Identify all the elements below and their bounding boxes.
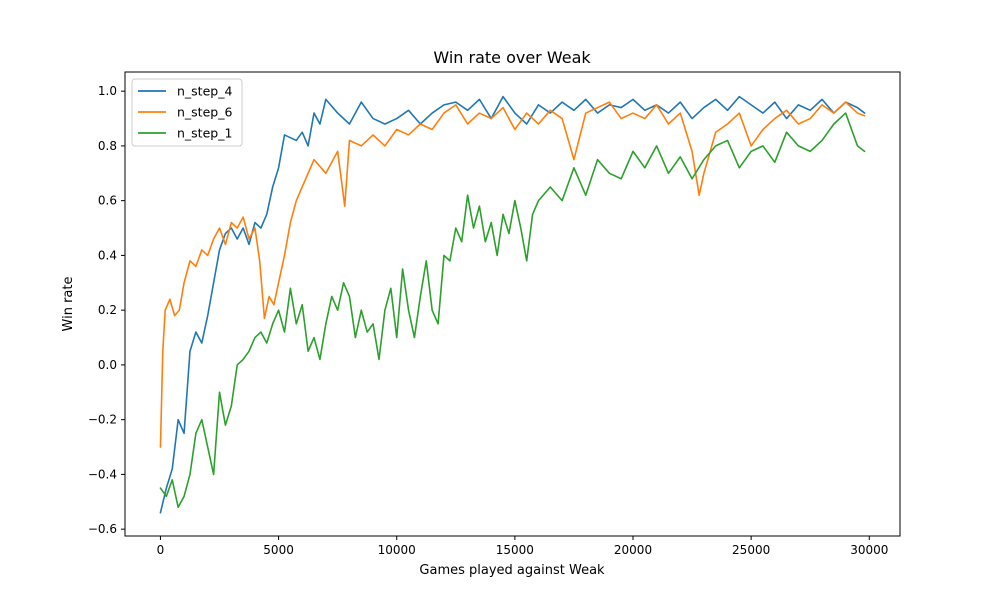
chart-title: Win rate over Weak <box>433 48 591 67</box>
x-axis-label: Games played against Weak <box>419 563 605 578</box>
y-tick-label: 0.8 <box>98 139 117 153</box>
y-tick-label: −0.2 <box>88 413 117 427</box>
x-tick-label: 0 <box>157 543 165 557</box>
y-tick-label: 0.4 <box>98 248 117 262</box>
legend: n_step_4 n_step_6 n_step_1 <box>131 78 243 147</box>
legend-label-n_step_4: n_step_4 <box>177 84 232 99</box>
y-tick-label: −0.6 <box>88 522 117 536</box>
y-tick-label: 0.0 <box>98 358 117 372</box>
legend-box <box>131 78 243 147</box>
x-tick-label: 10000 <box>378 543 416 557</box>
plot-frame <box>124 71 901 537</box>
y-tick-label: −0.4 <box>88 467 117 481</box>
y-axis-label: Win rate <box>61 277 76 332</box>
y-axis: −0.6 −0.4 −0.2 0.0 0.2 0.4 0.6 0.8 1.0 <box>88 84 125 536</box>
y-tick-label: 1.0 <box>98 84 117 98</box>
x-tick-label: 25000 <box>732 543 770 557</box>
legend-label-n_step_6: n_step_6 <box>177 105 232 120</box>
series-line-n_step_4 <box>159 95 866 514</box>
plot-series <box>159 95 866 514</box>
legend-label-n_step_1: n_step_1 <box>177 126 232 141</box>
y-tick-label: 0.6 <box>98 194 117 208</box>
x-tick-label: 15000 <box>496 543 534 557</box>
x-tick-label: 30000 <box>850 543 888 557</box>
x-axis: 0 5000 10000 15000 20000 25000 30000 <box>157 536 888 557</box>
y-tick-label: 0.2 <box>98 303 117 317</box>
series-line-n_step_1 <box>159 112 866 509</box>
x-tick-label: 5000 <box>263 543 294 557</box>
x-tick-label: 20000 <box>614 543 652 557</box>
series-line-n_step_6 <box>159 101 866 448</box>
